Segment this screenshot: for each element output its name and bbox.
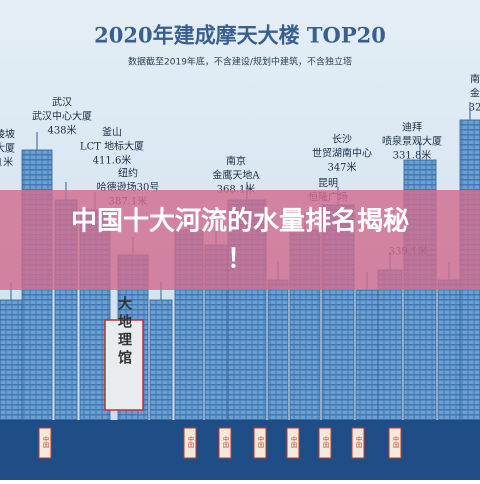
flag-label: 中国	[42, 435, 49, 449]
tower-label: 411.6米	[93, 154, 132, 167]
flag-label: 中国	[392, 435, 399, 449]
tower-label: 南	[470, 73, 480, 86]
banner-line: 中国十大河流的水量排名揭秘	[71, 206, 409, 237]
tower	[377, 269, 403, 421]
tower-label: 纽约	[118, 167, 138, 180]
tower-label: 昆明	[318, 178, 338, 190]
subtitle: 数据截至2019年底，不含建设/规划中建筑，不含独立塔	[128, 56, 352, 68]
flag-label: 中国	[322, 435, 329, 449]
tower-label: 331.8米	[393, 149, 432, 162]
tower	[0, 299, 23, 421]
tower-label: 喷泉景观大厦	[382, 135, 442, 148]
tower-label: 金	[470, 87, 480, 100]
flag-box	[286, 427, 300, 459]
flag-label: 中国	[222, 435, 229, 449]
flag-label: 中国	[257, 435, 264, 449]
tower-label: 32	[469, 103, 480, 114]
tower-label: 陵坡	[0, 128, 15, 141]
sign: 大地理馆	[116, 295, 132, 368]
tower-label: 武汉中心大厦	[32, 110, 92, 123]
tower-label: 迪拜	[402, 122, 422, 134]
flag-box	[218, 427, 232, 459]
banner	[0, 190, 480, 290]
tower	[149, 299, 173, 421]
sign-board	[104, 319, 144, 411]
tower-label: 大厦	[0, 142, 15, 155]
tower-label: 南京	[226, 155, 246, 168]
banner-line: ！	[227, 245, 253, 275]
flag-label: 中国	[187, 435, 194, 449]
tower-label: 武汉	[52, 96, 72, 109]
ground	[0, 420, 480, 480]
flag-label: 中国	[355, 435, 362, 449]
tower-label: 长沙	[332, 134, 352, 146]
tower-label: 釜山	[102, 126, 122, 139]
tower-label: 1米	[0, 156, 13, 169]
tower-label: 438米	[47, 124, 76, 137]
flag-box	[318, 427, 332, 459]
tower-label: 金鹰天地A	[212, 169, 260, 182]
flag-box	[388, 427, 402, 459]
tower-label: LCT 地标大厦	[80, 140, 144, 153]
tower-label: 347米	[327, 161, 356, 174]
flag-box	[183, 427, 197, 459]
title: 2020年建成摩天大楼 TOP20	[94, 23, 386, 48]
tower	[355, 289, 379, 421]
flags: 中国 中国 中国 中国 中国 中国 中国 中国	[38, 427, 402, 459]
flag-box	[38, 427, 52, 459]
flag-label: 中国	[290, 435, 297, 449]
flag-box	[253, 427, 267, 459]
flag-box	[351, 427, 365, 459]
tower-label: 世贸湖南中心	[312, 147, 372, 160]
tower	[437, 279, 461, 421]
tower	[267, 279, 289, 421]
